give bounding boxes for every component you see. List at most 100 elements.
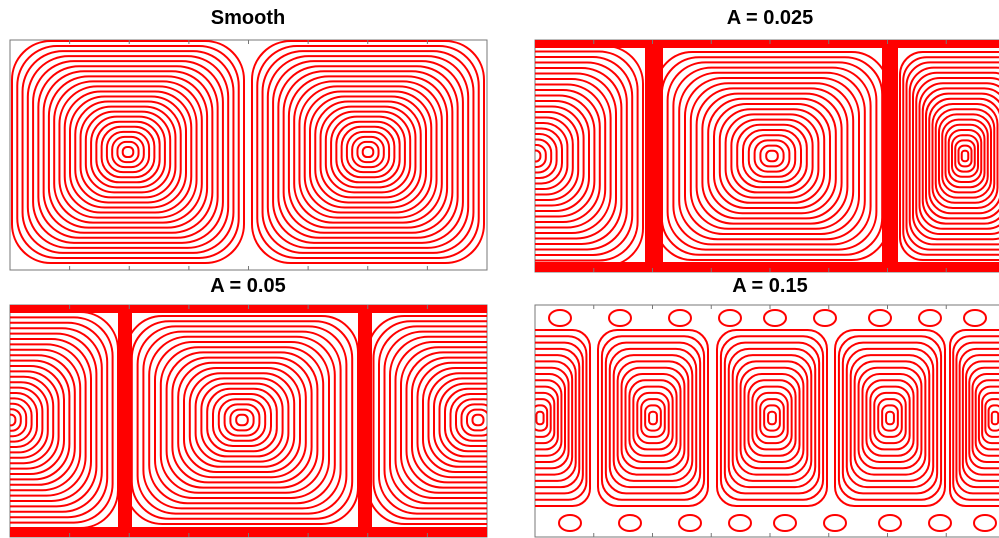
streamline [865,379,915,457]
streamline [987,404,999,432]
loop [548,309,572,327]
streamlines [535,309,999,532]
streamline [10,370,60,470]
streamline [471,413,485,427]
streamline [63,90,193,214]
streamline [899,51,999,261]
separatrix-band [535,40,999,48]
streamline [466,408,487,432]
streamline [727,347,817,489]
streamline [206,387,278,453]
panel-title: A = 0.15 [732,275,807,297]
streamline [684,77,860,235]
streamline [908,66,999,246]
streamline [636,391,670,445]
streamline [960,149,970,163]
streamline [632,385,674,451]
streamline [335,120,401,184]
streamline [701,92,843,220]
streamline [763,404,781,432]
streamline [612,354,694,482]
streamline [10,408,22,432]
streamline [287,75,449,229]
streamline [616,360,690,476]
streamline [266,55,470,249]
streamline [427,372,487,468]
streamline [416,361,487,479]
streamline [597,329,709,507]
streamline [535,89,601,223]
streamline [921,87,999,225]
streamline [877,398,903,438]
streamline [535,100,590,212]
loop [558,514,582,532]
streamline [869,385,911,451]
loop [823,514,847,532]
streamline [678,71,866,241]
streamline [974,379,999,457]
loop [608,309,632,327]
streamline [965,360,999,476]
panel-title: Smooth [211,7,285,29]
streamline [136,325,348,515]
streamline [837,335,943,501]
streamline [535,341,584,495]
streamline [10,348,82,492]
streamline [16,45,240,259]
streamline [212,393,272,447]
streamline [53,80,203,224]
streamline [765,149,779,163]
streamline [723,341,821,495]
streamline [934,108,996,204]
streamline [10,413,17,427]
separatrix-band [358,305,372,537]
streamline [695,87,849,225]
streamline [535,67,623,245]
streamline [535,398,552,438]
streamline [261,50,475,254]
streamline [165,351,319,489]
streamline [535,391,556,445]
streamline [142,330,342,510]
loop [813,309,837,327]
streamline [873,391,907,445]
streamlines [11,40,485,264]
streamline [10,316,114,524]
loop [963,309,987,327]
streamline [716,329,828,507]
separatrix-band [535,262,999,272]
separatrix-band [645,40,663,272]
streamline [10,343,87,497]
streamlines [10,305,487,537]
streamline [535,347,581,489]
streamline [535,56,634,256]
streamline [736,123,808,189]
panel-title: A = 0.05 [210,275,285,297]
streamline [319,105,417,199]
streamline [105,130,151,174]
streamline [298,85,438,219]
streamline [303,90,433,214]
streamline [58,85,198,219]
streamline [535,149,542,163]
streamline [90,115,166,189]
loop [973,514,997,532]
streamline [148,335,336,505]
streamline [449,393,487,447]
streamline [968,366,999,470]
streamline [411,356,487,484]
streamline [10,402,28,438]
streamline [535,105,585,207]
loop [918,309,942,327]
streamline [11,40,245,264]
streamline [885,410,895,426]
streamline [915,77,999,235]
streamline [405,351,487,489]
streamline [10,365,65,475]
streamline [10,359,71,481]
streamline [628,379,678,457]
streamline [535,329,591,507]
separatrix-band [10,527,487,537]
streamline [719,335,825,501]
streamline [10,321,109,519]
